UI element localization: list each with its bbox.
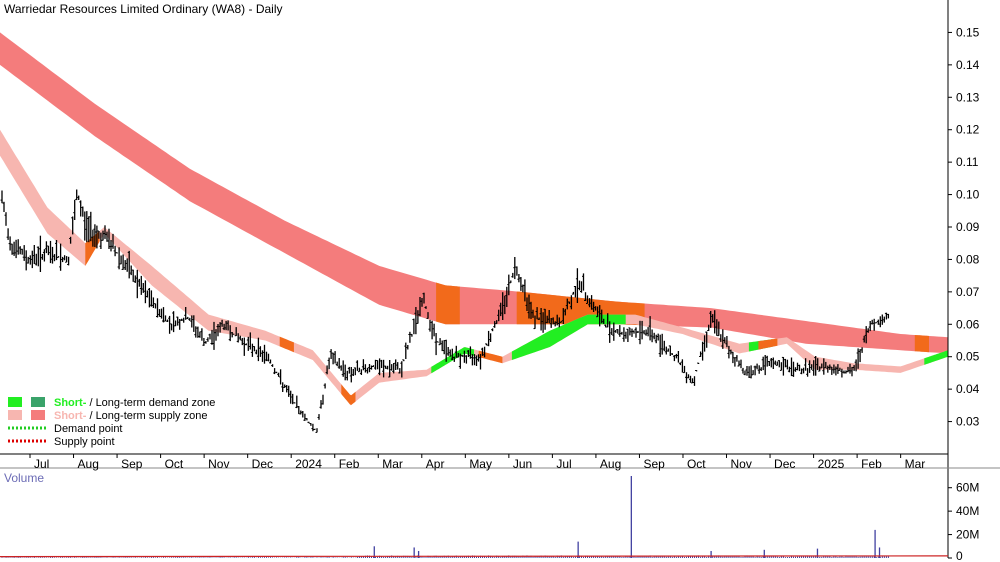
x-tick-label: Nov <box>208 457 229 471</box>
volume-tick-label: 40M <box>956 504 979 518</box>
x-tick-label: Sep <box>121 457 143 471</box>
x-tick-label: Oct <box>687 457 706 471</box>
short-overlap-4 <box>758 338 778 350</box>
x-tick-label: May <box>469 457 492 471</box>
x-tick-label: 2024 <box>295 457 322 471</box>
y-tick-label: 0.13 <box>956 90 980 104</box>
short-overlap-1 <box>279 336 294 353</box>
legend-label: Short- / Long-term supply zone <box>54 410 207 422</box>
y-tick-label: 0.10 <box>956 188 980 202</box>
y-tick-label: 0.07 <box>956 285 980 299</box>
volume-average-line <box>0 555 949 558</box>
y-tick-label: 0.09 <box>956 220 980 234</box>
x-tick-label: Mar <box>382 457 403 471</box>
volume-tick-label: 0 <box>956 549 963 562</box>
x-tick-label: Dec <box>774 457 795 471</box>
x-tick-label: Feb <box>861 457 882 471</box>
x-tick-label: Feb <box>339 457 360 471</box>
y-tick-label: 0.14 <box>956 58 980 72</box>
legend-label: Short- / Long-term demand zone <box>54 397 215 409</box>
x-tick-label: 2025 <box>818 457 845 471</box>
volume-panel: 0 20M 40M 60M <box>0 476 979 562</box>
volume-tick-label: 20M <box>956 528 979 542</box>
overlap-zone-2 <box>914 335 929 353</box>
x-tick-label: Nov <box>731 457 752 471</box>
short-overlap-0 <box>85 231 100 266</box>
x-tick-label: Sep <box>643 457 665 471</box>
x-tick-label: Oct <box>165 457 184 471</box>
y-tick-label: 0.15 <box>956 25 980 39</box>
x-tick-label: Mar <box>905 457 926 471</box>
short-overlap-2 <box>341 384 356 405</box>
y-tick-label: 0.12 <box>956 123 980 137</box>
x-tick-label: Jul <box>556 457 571 471</box>
y-tick-label: 0.03 <box>956 415 980 429</box>
legend-swatch-long <box>31 410 45 420</box>
y-tick-label: 0.08 <box>956 252 980 266</box>
y-tick-label: 0.04 <box>956 382 980 396</box>
overlap-zone-0 <box>436 282 460 325</box>
volume-title: Volume <box>4 471 44 485</box>
short-term-demand-zone-3 <box>924 350 948 365</box>
short-term-supply-zone <box>0 129 948 406</box>
legend-swatch-short <box>8 410 22 420</box>
legend-label: Demand point <box>54 423 123 435</box>
short-term-demand-zone-1 <box>511 314 626 360</box>
y-tick-label: 0.06 <box>956 317 980 331</box>
y-tick-label: 0.05 <box>956 350 980 364</box>
legend-label: Supply point <box>54 436 115 448</box>
x-tick-label: Apr <box>426 457 445 471</box>
price-bars <box>0 189 890 433</box>
legend-swatch-short <box>8 397 22 407</box>
short-term-demand-zone-0 <box>431 347 474 374</box>
chart-title: Warriedar Resources Limited Ordinary (WA… <box>4 2 283 16</box>
long-term-supply-zone <box>0 32 948 354</box>
x-tick-label: Dec <box>252 457 273 471</box>
y-tick-label: 0.11 <box>956 155 979 169</box>
x-tick-label: Aug <box>78 457 99 471</box>
x-tick-label: Jul <box>34 457 49 471</box>
legend-swatch-long <box>31 397 45 407</box>
x-tick-label: Jun <box>513 457 532 471</box>
zone-bands <box>0 32 948 406</box>
volume-tick-label: 60M <box>956 481 979 495</box>
x-tick-label: Aug <box>600 457 621 471</box>
